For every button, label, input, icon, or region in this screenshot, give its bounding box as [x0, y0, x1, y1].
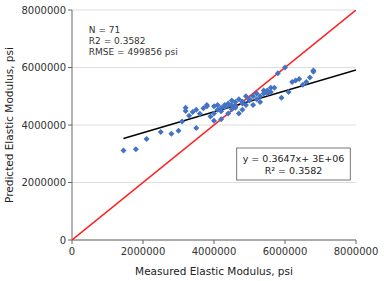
tick-label: 4000000: [192, 246, 237, 257]
tick-mark: [68, 10, 72, 11]
point: [275, 70, 281, 76]
point: [307, 75, 313, 81]
point: [158, 129, 164, 135]
point: [278, 95, 284, 101]
point: [168, 131, 174, 137]
point: [120, 148, 126, 154]
point: [144, 136, 150, 142]
point: [296, 76, 302, 82]
equation-box: [237, 148, 351, 180]
tick-mark: [68, 240, 72, 241]
point: [211, 111, 217, 117]
point: [218, 108, 224, 114]
tick-label: 0: [60, 235, 66, 246]
tick-mark: [143, 240, 144, 244]
point: [243, 102, 249, 108]
tick-label: 6000000: [21, 62, 66, 73]
stats-text: RMSE = 499856 psi: [89, 47, 178, 57]
x-axis-line: [72, 240, 356, 241]
point: [186, 113, 192, 119]
point: [193, 107, 199, 113]
point: [133, 146, 139, 152]
point: [197, 111, 203, 117]
point: [257, 99, 263, 105]
tick-mark: [68, 125, 72, 126]
tick-mark: [68, 67, 72, 68]
tick-label: 8000000: [21, 5, 66, 16]
point: [236, 111, 242, 117]
grid-line: [72, 182, 356, 183]
y-axis-label: Predicted Elastic Modulus, psi: [3, 47, 15, 203]
line: [72, 10, 356, 240]
tick-mark: [68, 182, 72, 183]
tick-mark: [285, 240, 286, 244]
point: [303, 79, 309, 85]
x-axis-label: Measured Elastic Modulus, psi: [135, 265, 293, 277]
line: [123, 70, 356, 139]
tick-label: 6000000: [263, 246, 308, 257]
tick-mark: [356, 240, 357, 244]
point: [193, 125, 199, 131]
equation-text: y = 0.3647x+ 3E+06: [243, 153, 345, 164]
point: [282, 65, 288, 71]
point: [239, 107, 245, 113]
tick-label: 2000000: [121, 246, 166, 257]
grid-line: [72, 240, 356, 241]
point: [176, 128, 182, 134]
point: [310, 69, 316, 75]
tick-label: 2000000: [21, 177, 66, 188]
point: [286, 89, 292, 95]
tick-label: 0: [69, 246, 75, 257]
grid-line: [72, 10, 356, 11]
point: [250, 102, 256, 108]
point: [218, 116, 224, 122]
stats-text: R2 = 0.3582: [89, 36, 146, 46]
point: [225, 111, 231, 117]
tick-mark: [72, 240, 73, 244]
chart: 0 2000000 4000000 6000000 8000000 0 2000000 400…: [0, 0, 384, 281]
point: [179, 119, 185, 125]
stats-text: N = 71: [89, 25, 120, 35]
tick-label: 8000000: [334, 246, 379, 257]
tick-label: 4000000: [21, 120, 66, 131]
point: [183, 105, 189, 111]
y-axis-line: [72, 10, 73, 240]
point: [211, 118, 217, 124]
equation-text: R² = 0.3582: [265, 165, 323, 176]
point: [204, 102, 210, 108]
tick-mark: [214, 240, 215, 244]
point: [232, 102, 238, 108]
point: [271, 85, 277, 91]
plot-area: [72, 10, 356, 240]
